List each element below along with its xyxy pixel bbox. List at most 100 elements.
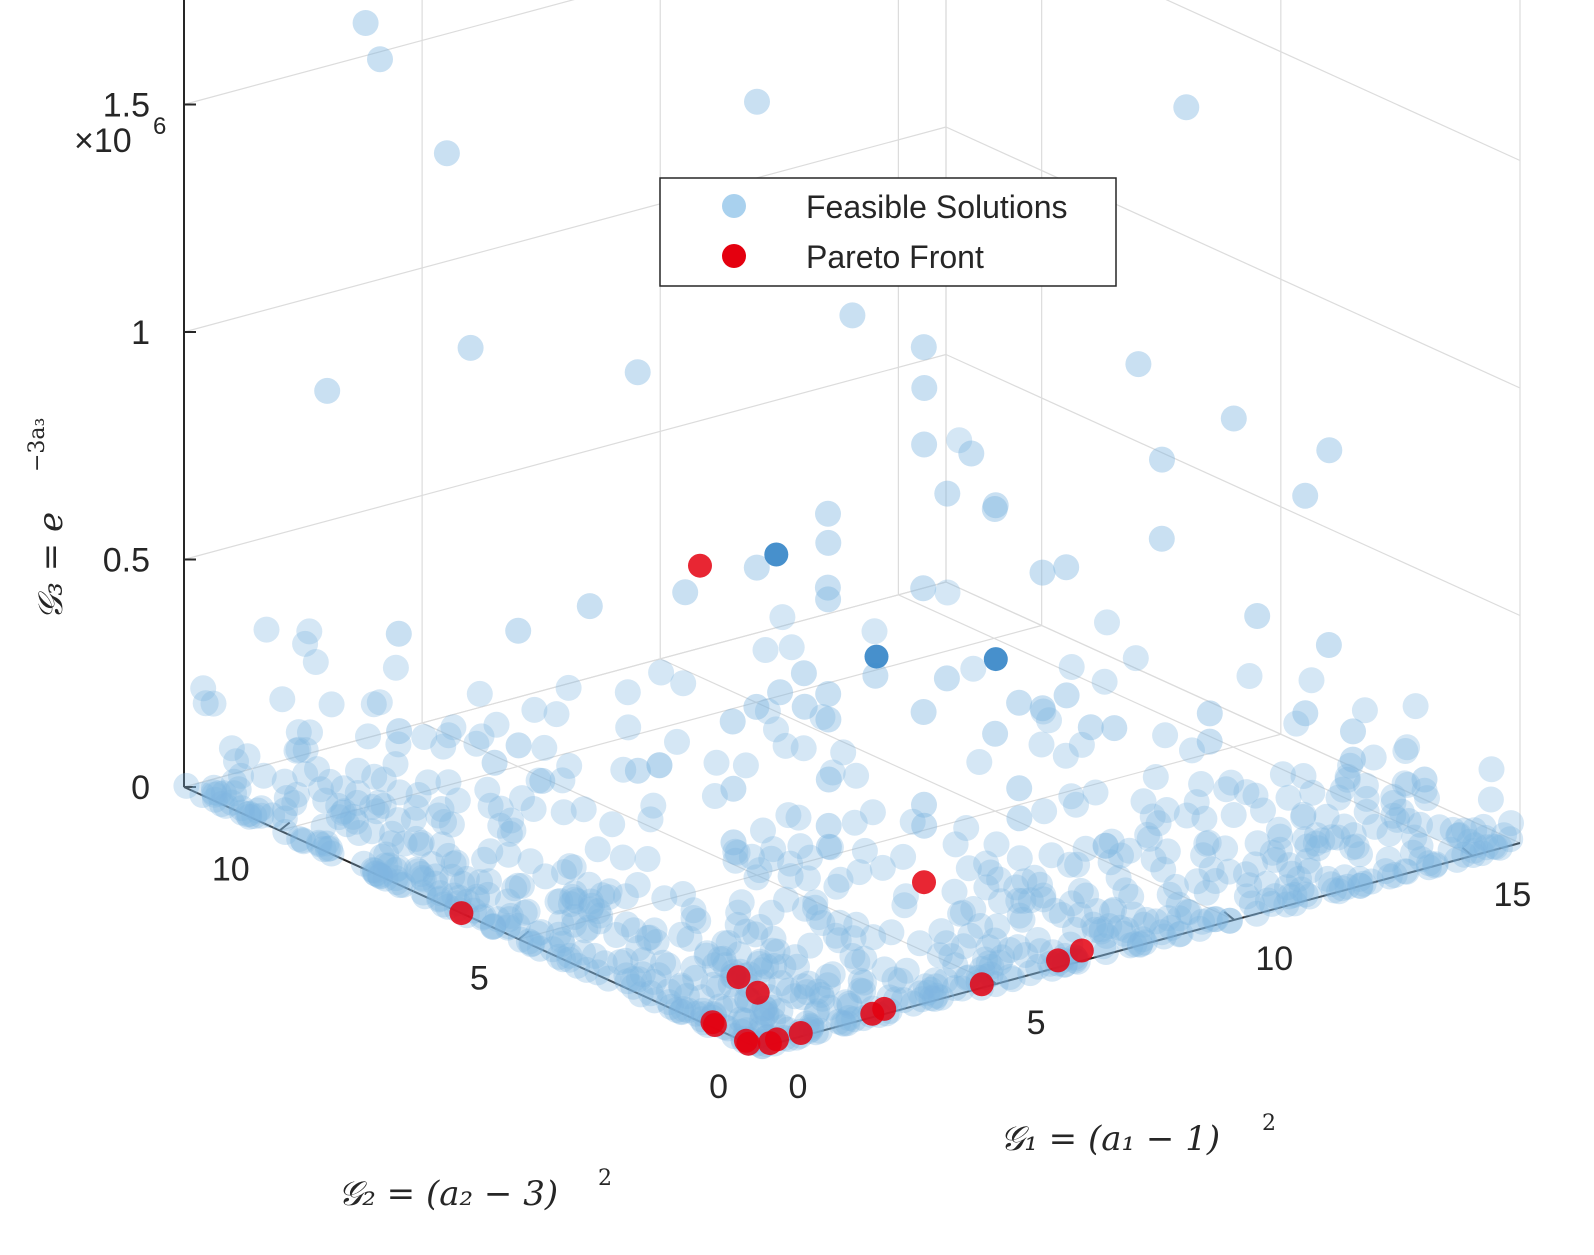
feasible-point — [763, 716, 789, 743]
feasible-point — [847, 967, 874, 994]
feasible-point — [802, 894, 828, 921]
feasible-point — [367, 46, 393, 73]
feasible-point — [1188, 771, 1215, 797]
feasible-point — [1162, 873, 1189, 900]
feasible-point — [521, 696, 548, 723]
feasible-point — [975, 950, 1002, 977]
feasible-point — [668, 974, 695, 1001]
feasible-point — [1456, 828, 1483, 855]
feasible-point — [815, 963, 841, 990]
feasible-point — [1281, 881, 1308, 908]
feasible-point — [272, 819, 299, 845]
feasible-point — [570, 939, 596, 966]
feasible-point — [1052, 742, 1079, 769]
feasible-point — [1380, 802, 1407, 829]
feasible-point — [1099, 898, 1125, 925]
feasible-point — [345, 757, 371, 784]
feasible-point — [1347, 872, 1374, 899]
feasible-point — [694, 940, 721, 967]
feasible-point — [496, 906, 523, 933]
feasible-point — [1139, 803, 1166, 830]
feasible-point — [1497, 826, 1524, 853]
feasible-point — [1244, 830, 1271, 857]
feasible-point — [430, 733, 457, 760]
feasible-point — [549, 930, 576, 957]
feasible-point — [504, 872, 531, 899]
feasible-highlight-point — [983, 647, 1008, 672]
feasible-point — [1314, 865, 1341, 892]
grid-line — [183, 0, 575, 106]
feasible-point — [313, 830, 340, 857]
feasible-point — [1273, 891, 1300, 918]
feasible-point — [1445, 822, 1472, 849]
feasible-point — [738, 843, 765, 870]
feasible-point — [1097, 849, 1124, 876]
feasible-point — [352, 10, 379, 36]
feasible-point — [1360, 744, 1387, 771]
z-multiplier-exponent: 6 — [153, 113, 166, 140]
feasible-point — [529, 767, 556, 794]
feasible-point — [561, 904, 588, 930]
feasible-point — [1286, 865, 1312, 892]
feasible-point — [911, 375, 938, 401]
feasible-point — [658, 993, 684, 1020]
y-tick — [518, 930, 530, 941]
feasible-point — [748, 957, 775, 984]
feasible-point — [869, 854, 896, 881]
feasible-point — [385, 807, 411, 834]
feasible-point — [343, 808, 369, 835]
feasible-point — [514, 898, 541, 925]
feasible-point — [906, 930, 933, 957]
feasible-point — [629, 961, 656, 988]
feasible-point — [509, 785, 535, 812]
feasible-point — [609, 844, 636, 871]
feasible-point — [1380, 783, 1407, 810]
feasible-point — [587, 902, 614, 929]
feasible-point — [173, 772, 200, 799]
feasible-point — [1166, 921, 1193, 948]
feasible-point — [878, 919, 905, 946]
feasible-point — [770, 953, 797, 980]
feasible-point — [958, 440, 985, 467]
feasible-point — [814, 972, 841, 999]
feasible-point — [670, 670, 697, 697]
feasible-point — [372, 865, 399, 892]
feasible-point — [1407, 832, 1434, 859]
feasible-point — [560, 854, 587, 881]
feasible-point — [236, 803, 263, 830]
feasible-point — [881, 966, 908, 993]
feasible-point — [706, 946, 733, 973]
feasible-point — [531, 734, 558, 761]
feasible-point — [1063, 791, 1089, 818]
feasible-point — [483, 711, 510, 738]
feasible-point — [1498, 810, 1524, 837]
feasible-point — [1401, 824, 1428, 851]
feasible-point — [715, 930, 742, 956]
feasible-point — [325, 804, 352, 831]
feasible-point — [433, 140, 460, 167]
feasible-point — [1122, 645, 1149, 672]
feasible-point — [1101, 896, 1127, 923]
feasible-point — [794, 865, 821, 892]
feasible-point — [1254, 887, 1281, 914]
feasible-point — [556, 946, 583, 973]
feasible-point — [839, 302, 866, 329]
y-axis-label: 𝒢₂ = (a₂ − 3) 2 — [338, 1166, 612, 1214]
feasible-point — [550, 799, 577, 826]
feasible-point — [758, 845, 785, 872]
feasible-point — [403, 794, 430, 821]
feasible-point — [302, 649, 329, 675]
feasible-point — [670, 996, 697, 1023]
feasible-point — [1326, 878, 1353, 905]
feasible-point — [1010, 887, 1037, 914]
feasible-point — [1233, 779, 1260, 806]
feasible-point — [330, 798, 357, 825]
feasible-point — [1392, 858, 1419, 885]
feasible-point — [250, 762, 277, 789]
feasible-point — [1346, 865, 1373, 892]
feasible-point — [1011, 868, 1038, 895]
feasible-point — [1290, 763, 1317, 789]
feasible-point — [368, 843, 395, 870]
feasible-point — [576, 871, 603, 898]
feasible-point — [754, 698, 781, 725]
